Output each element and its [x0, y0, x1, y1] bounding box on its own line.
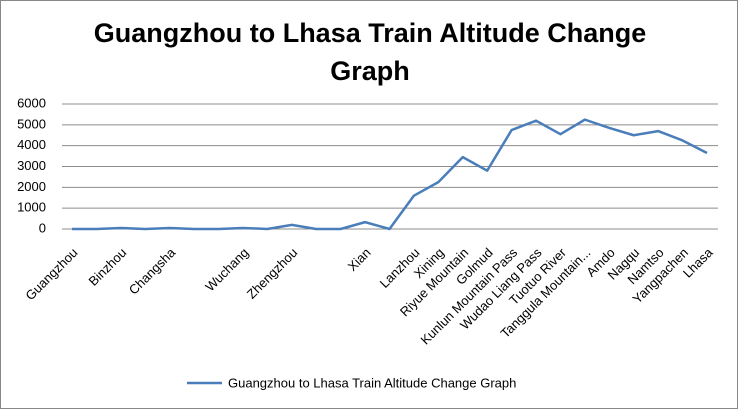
y-tick-label: 3000	[17, 158, 46, 173]
y-tick-label: 5000	[17, 116, 46, 131]
data-line	[72, 118, 708, 231]
chart-title: Guangzhou to Lhasa Train Altitude Change…	[93, 18, 647, 86]
y-tick-label: 1000	[17, 200, 46, 215]
y-tick-label: 2000	[17, 179, 46, 194]
y-tick-label: 4000	[17, 137, 46, 152]
y-tick-label: 6000	[17, 95, 46, 110]
legend-label: Guangzhou to Lhasa Train Altitude Change…	[228, 375, 516, 390]
y-tick-label: 0	[39, 220, 46, 235]
